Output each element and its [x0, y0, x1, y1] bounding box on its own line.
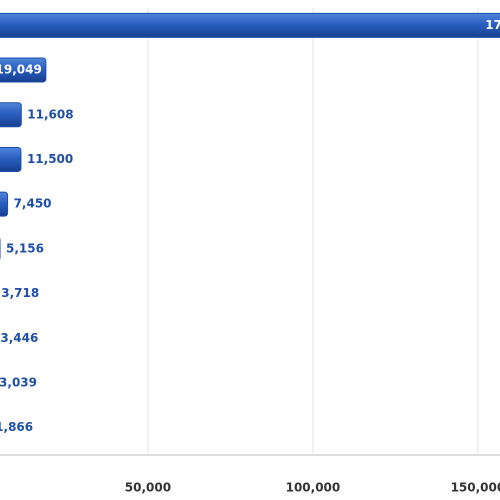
- bar: [0, 57, 47, 83]
- value-label: 5,156: [6, 241, 44, 255]
- bar: [0, 102, 22, 128]
- value-label: 11,608: [27, 107, 73, 121]
- bar: [0, 191, 9, 217]
- value-label: 1,866: [0, 420, 33, 434]
- value-label: 170,000: [485, 18, 500, 32]
- bar: [0, 12, 500, 38]
- x-tick-label: 50,000: [125, 481, 171, 495]
- value-label: 11,500: [27, 152, 73, 166]
- value-label: 3,718: [1, 286, 39, 300]
- value-label: 19,049: [0, 63, 42, 77]
- value-label: 3,446: [0, 331, 38, 345]
- bar: [0, 146, 22, 172]
- x-tick-label: 100,000: [286, 481, 341, 495]
- value-label: 3,039: [0, 375, 37, 389]
- value-label: 7,450: [14, 197, 52, 211]
- x-tick-label: 150,000: [451, 481, 500, 495]
